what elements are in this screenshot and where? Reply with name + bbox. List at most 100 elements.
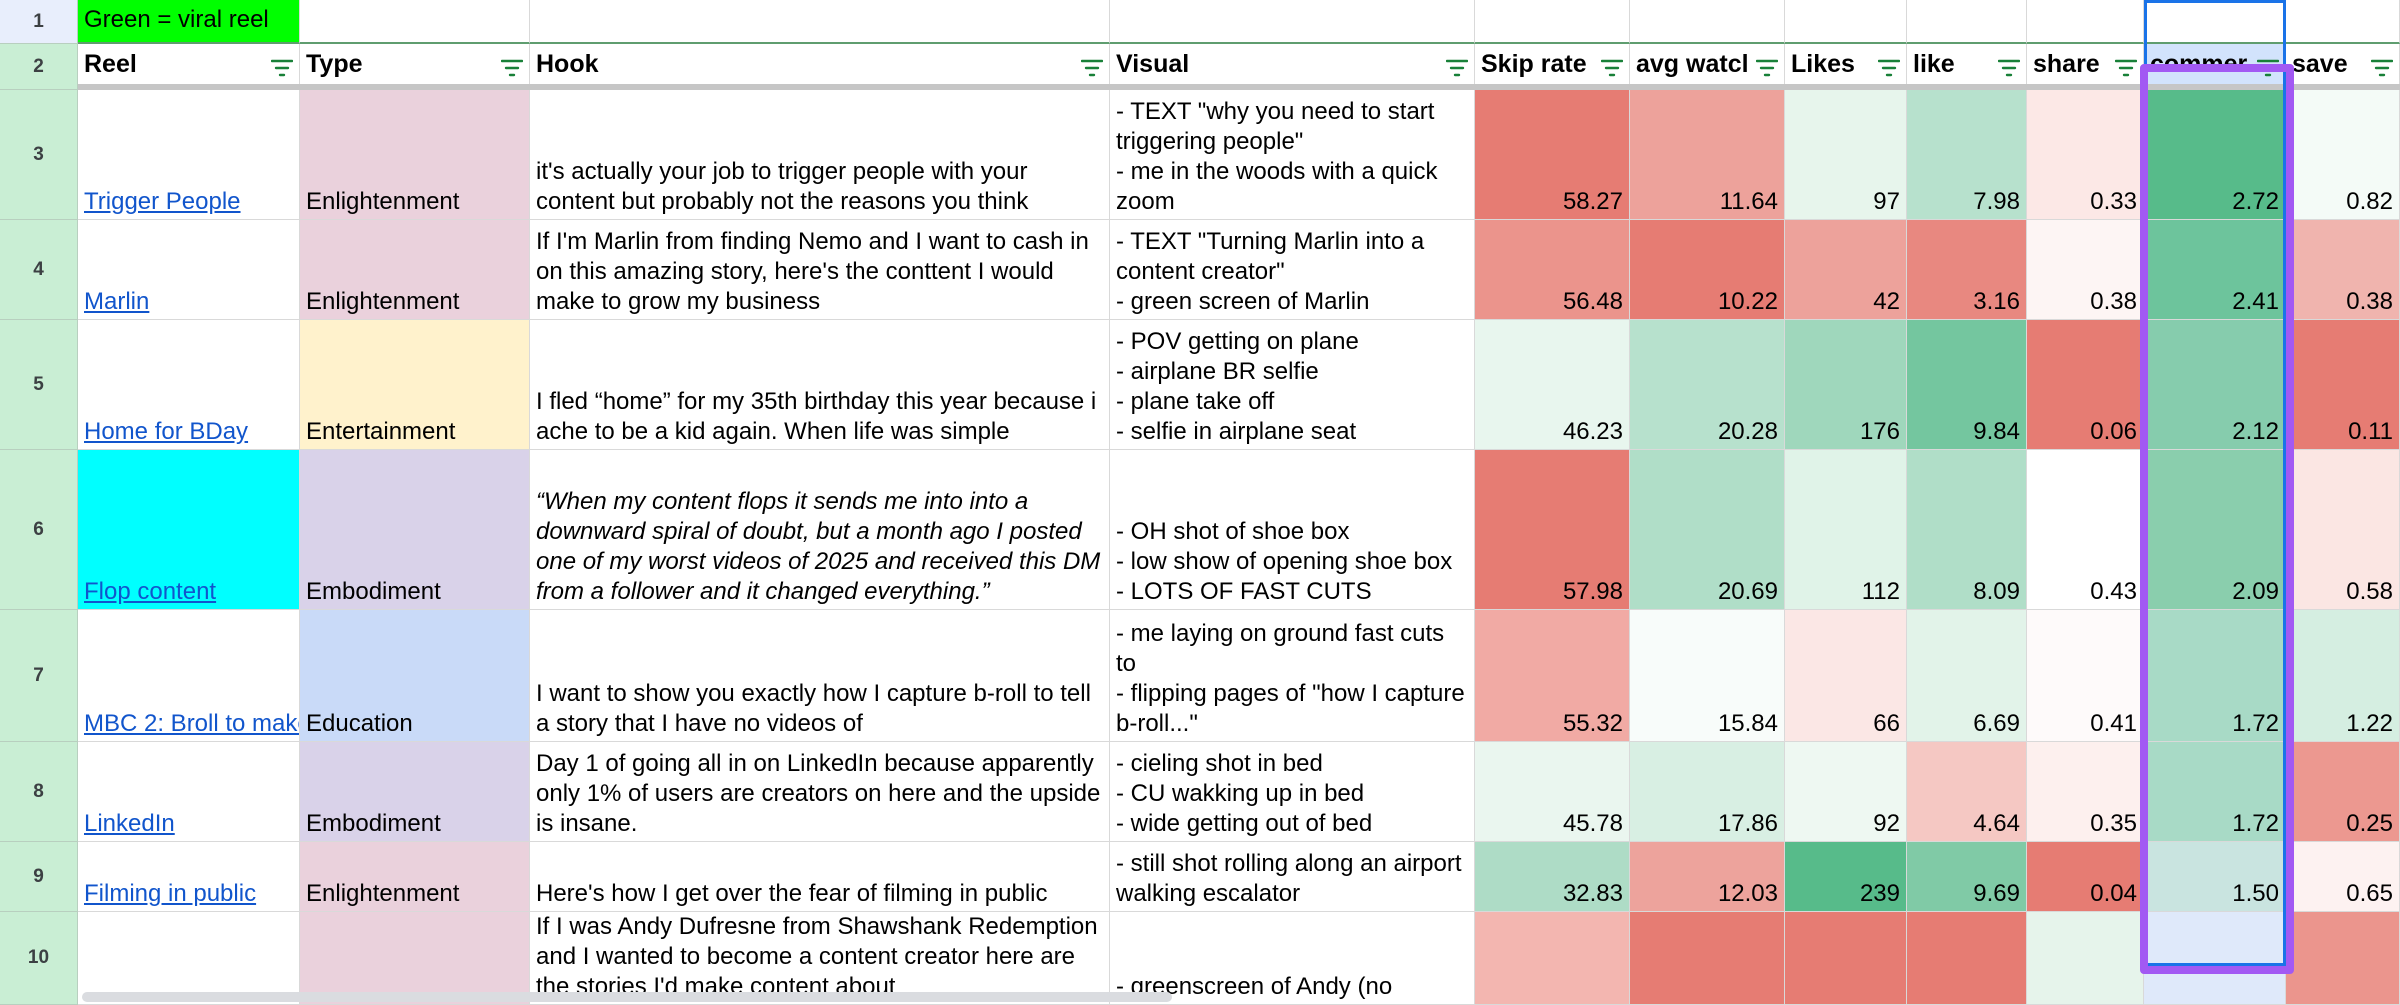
horizontal-scrollbar[interactable] [82, 992, 1172, 1002]
legend-cell-viral-reel[interactable]: Green = viral reel [78, 0, 300, 44]
reel-link[interactable]: Home for BDay [84, 418, 249, 445]
reel-link[interactable]: Filming in public [84, 880, 257, 907]
filter-icon[interactable] [270, 55, 294, 77]
avg-cell[interactable]: 17.86 [1630, 742, 1785, 842]
type-cell[interactable]: Education [300, 610, 530, 742]
share-cell[interactable] [2027, 912, 2144, 1005]
filter-icon[interactable] [2256, 55, 2280, 77]
hook-cell[interactable]: it's actually your job to trigger people… [530, 90, 1110, 220]
skip-cell[interactable]: 56.48 [1475, 220, 1630, 320]
reel-link-cell[interactable]: Home for BDay [78, 320, 300, 450]
filter-icon[interactable] [1600, 55, 1624, 77]
filter-icon[interactable] [1445, 55, 1469, 77]
column-header-skip[interactable]: Skip rate [1475, 44, 1630, 84]
hook-cell[interactable]: I fled “home” for my 35th birthday this … [530, 320, 1110, 450]
row-header-9[interactable]: 9 [0, 842, 78, 912]
type-cell[interactable] [300, 912, 530, 1005]
like-cell[interactable]: 7.98 [1907, 90, 2027, 220]
reel-link-cell[interactable] [78, 912, 300, 1005]
empty-cell[interactable] [1475, 0, 1630, 44]
column-header-share[interactable]: share [2027, 44, 2144, 84]
column-header-hook[interactable]: Hook [530, 44, 1110, 84]
filter-icon[interactable] [1877, 55, 1901, 77]
empty-cell[interactable] [530, 0, 1110, 44]
like-cell[interactable] [1907, 912, 2027, 1005]
save-cell[interactable] [2286, 912, 2400, 1005]
reel-link[interactable]: LinkedIn [84, 810, 175, 837]
share-cell[interactable]: 0.06 [2027, 320, 2144, 450]
frozen-row-divider[interactable] [78, 84, 2400, 90]
like-cell[interactable]: 3.16 [1907, 220, 2027, 320]
likes-cell[interactable]: 112 [1785, 450, 1907, 610]
row-header-1[interactable]: 1 [0, 0, 78, 44]
row-header-5[interactable]: 5 [0, 320, 78, 450]
empty-cell[interactable] [300, 0, 530, 44]
visual-cell[interactable]: - still shot rolling along an airport wa… [1110, 842, 1475, 912]
share-cell[interactable]: 0.38 [2027, 220, 2144, 320]
skip-cell[interactable]: 45.78 [1475, 742, 1630, 842]
visual-cell[interactable]: - cieling shot in bed - CU wakking up in… [1110, 742, 1475, 842]
hook-cell[interactable]: If I was Andy Dufresne from Shawshank Re… [530, 912, 1110, 1005]
type-cell[interactable]: Entertainment [300, 320, 530, 450]
hook-cell[interactable]: Here's how I get over the fear of filmin… [530, 842, 1110, 912]
filter-icon[interactable] [500, 55, 524, 77]
comment-cell[interactable]: 1.50 [2144, 842, 2286, 912]
like-cell[interactable]: 8.09 [1907, 450, 2027, 610]
empty-cell[interactable] [1630, 0, 1785, 44]
visual-cell[interactable]: - TEXT "why you need to start triggering… [1110, 90, 1475, 220]
empty-cell[interactable] [1785, 0, 1907, 44]
empty-cell[interactable] [1110, 0, 1475, 44]
empty-cell[interactable] [2286, 0, 2400, 44]
column-header-visual[interactable]: Visual [1110, 44, 1475, 84]
visual-cell[interactable]: - OH shot of shoe box - low show of open… [1110, 450, 1475, 610]
filter-icon[interactable] [2370, 55, 2394, 77]
skip-cell[interactable]: 32.83 [1475, 842, 1630, 912]
filter-icon[interactable] [1997, 55, 2021, 77]
visual-cell[interactable]: - me laying on ground fast cuts to - fli… [1110, 610, 1475, 742]
row-header-2[interactable]: 2 [0, 44, 78, 90]
likes-cell[interactable]: 97 [1785, 90, 1907, 220]
row-header-7[interactable]: 7 [0, 610, 78, 742]
avg-cell[interactable]: 20.69 [1630, 450, 1785, 610]
avg-cell[interactable]: 15.84 [1630, 610, 1785, 742]
reel-link[interactable]: Marlin [84, 288, 150, 315]
reel-link-cell[interactable]: MBC 2: Broll to make content [78, 610, 300, 742]
column-header-save[interactable]: save [2286, 44, 2400, 84]
hook-cell[interactable]: If I'm Marlin from finding Nemo and I wa… [530, 220, 1110, 320]
row-header-6[interactable]: 6 [0, 450, 78, 610]
hook-cell[interactable]: I want to show you exactly how I capture… [530, 610, 1110, 742]
reel-link-cell[interactable]: LinkedIn [78, 742, 300, 842]
empty-cell[interactable] [2027, 0, 2144, 44]
avg-cell[interactable]: 20.28 [1630, 320, 1785, 450]
likes-cell[interactable]: 66 [1785, 610, 1907, 742]
column-header-comment[interactable]: commer [2144, 44, 2286, 84]
save-cell[interactable]: 0.65 [2286, 842, 2400, 912]
reel-link-cell[interactable]: Marlin [78, 220, 300, 320]
like-cell[interactable]: 9.84 [1907, 320, 2027, 450]
share-cell[interactable]: 0.41 [2027, 610, 2144, 742]
avg-cell[interactable]: 10.22 [1630, 220, 1785, 320]
avg-cell[interactable]: 12.03 [1630, 842, 1785, 912]
avg-cell[interactable] [1630, 912, 1785, 1005]
skip-cell[interactable]: 57.98 [1475, 450, 1630, 610]
visual-cell[interactable]: - greenscreen of Andy (no [1110, 912, 1475, 1005]
share-cell[interactable]: 0.43 [2027, 450, 2144, 610]
comment-cell[interactable]: 2.12 [2144, 320, 2286, 450]
comment-cell[interactable]: 1.72 [2144, 610, 2286, 742]
share-cell[interactable]: 0.33 [2027, 90, 2144, 220]
type-cell[interactable]: Enlightenment [300, 842, 530, 912]
reel-link-cell[interactable]: Filming in public [78, 842, 300, 912]
save-cell[interactable]: 0.58 [2286, 450, 2400, 610]
like-cell[interactable]: 9.69 [1907, 842, 2027, 912]
visual-cell[interactable]: - TEXT "Turning Marlin into a content cr… [1110, 220, 1475, 320]
visual-cell[interactable]: - POV getting on plane - airplane BR sel… [1110, 320, 1475, 450]
save-cell[interactable]: 1.22 [2286, 610, 2400, 742]
save-cell[interactable]: 0.25 [2286, 742, 2400, 842]
empty-cell[interactable] [2144, 0, 2286, 44]
skip-cell[interactable]: 58.27 [1475, 90, 1630, 220]
filter-icon[interactable] [2114, 55, 2138, 77]
type-cell[interactable]: Enlightenment [300, 220, 530, 320]
column-header-like[interactable]: like [1907, 44, 2027, 84]
skip-cell[interactable]: 55.32 [1475, 610, 1630, 742]
reel-link[interactable]: Flop content [84, 578, 217, 605]
